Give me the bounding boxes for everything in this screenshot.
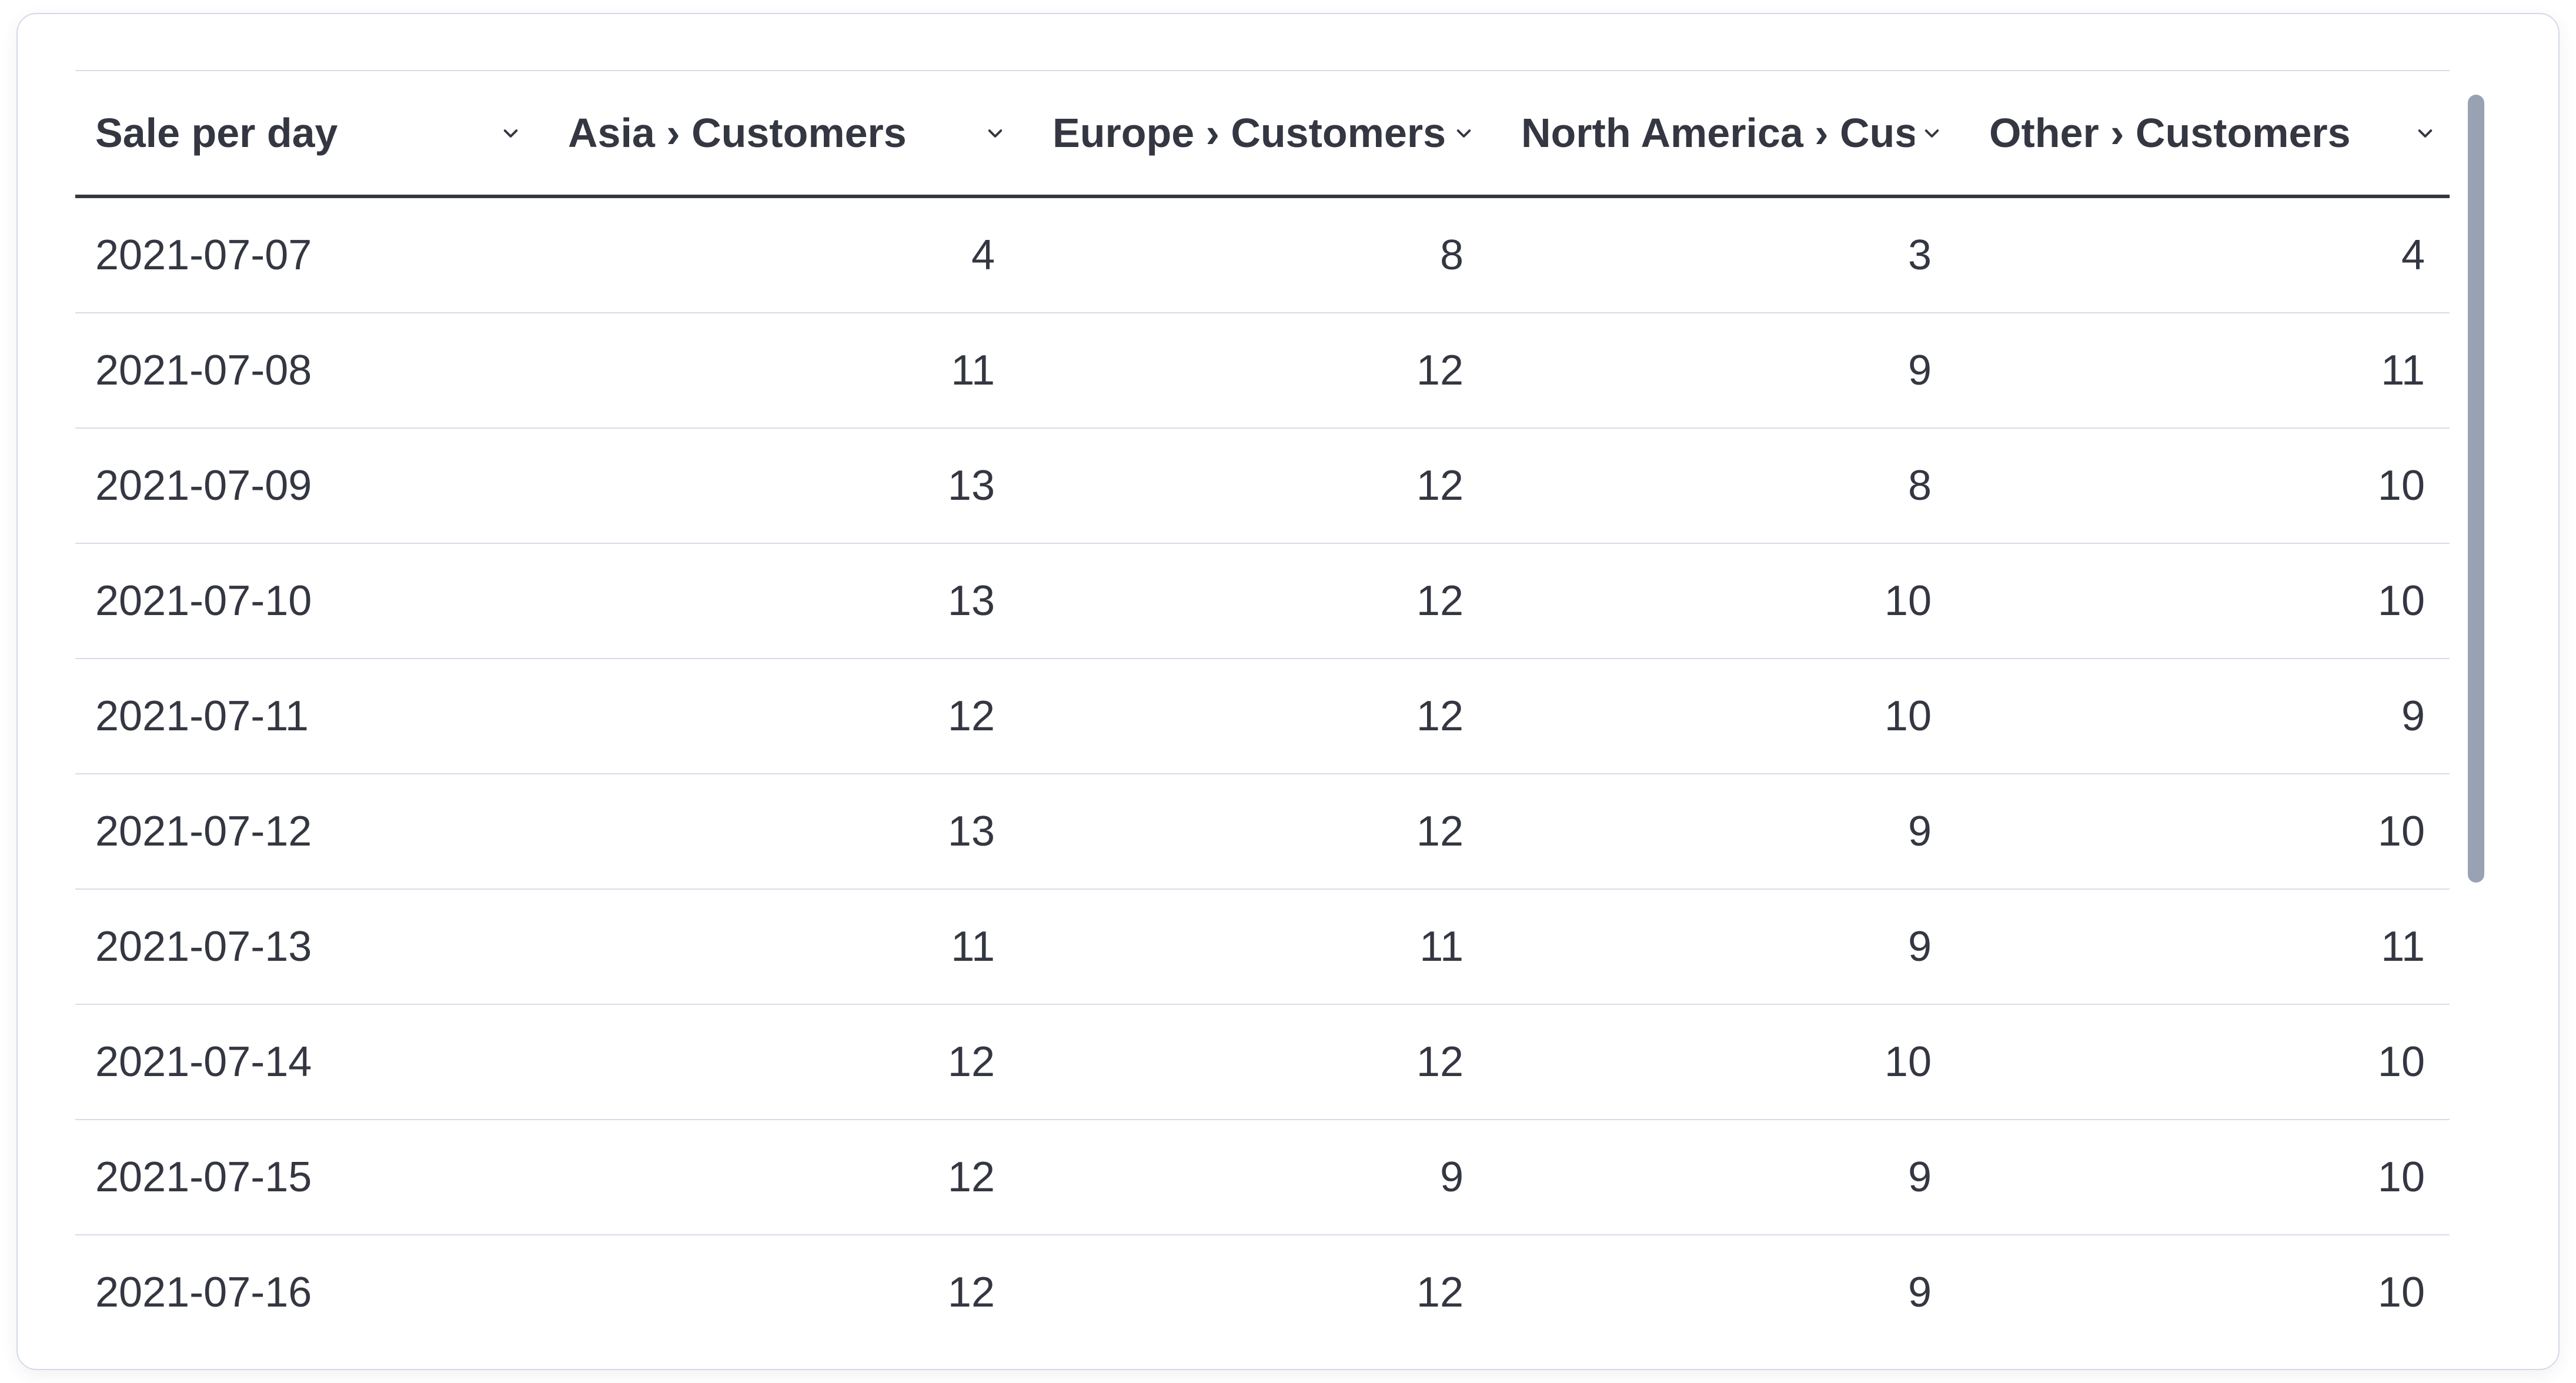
column-header-0[interactable]: Sale per day [75, 71, 535, 195]
value-cell: 13 [947, 577, 995, 624]
value-cell: 12 [947, 1154, 995, 1201]
value-cell: 12 [1416, 577, 1464, 624]
value-cell: 10 [2377, 462, 2425, 509]
row-date-cell: 2021-07-16 [95, 1269, 312, 1315]
value-cell: 12 [1416, 1038, 1464, 1085]
table-row: 2021-07-16 12 12 9 10 [75, 1235, 2450, 1315]
row-date-cell: 2021-07-09 [95, 462, 312, 509]
value-cell: 12 [947, 1038, 995, 1085]
column-header-2[interactable]: Europe › Customers [1020, 71, 1488, 195]
chevron-down-icon[interactable] [1446, 122, 1475, 145]
value-cell: 9 [1907, 1269, 1932, 1315]
value-cell: 12 [1416, 1269, 1464, 1315]
value-cell: 10 [2377, 1269, 2425, 1315]
chevron-down-icon[interactable] [493, 122, 522, 145]
row-date-cell: 2021-07-11 [95, 693, 309, 740]
table-row: 2021-07-09 13 12 8 10 [75, 429, 2450, 544]
value-cell: 12 [1416, 462, 1464, 509]
value-cell: 11 [951, 923, 995, 970]
value-cell: 9 [1907, 808, 1932, 855]
value-cell: 9 [2401, 693, 2425, 740]
value-cell: 11 [1419, 923, 1464, 970]
table-row: 2021-07-14 12 12 10 10 [75, 1005, 2450, 1120]
column-header-label: North America › Customers [1521, 110, 1915, 156]
value-cell: 4 [2401, 232, 2425, 279]
value-cell: 13 [947, 808, 995, 855]
value-cell: 13 [947, 462, 995, 509]
row-date-cell: 2021-07-08 [95, 347, 312, 394]
value-cell: 9 [1907, 347, 1932, 394]
row-date-cell: 2021-07-14 [95, 1038, 312, 1085]
value-cell: 8 [1907, 462, 1932, 509]
value-cell: 3 [1907, 232, 1932, 279]
value-cell: 4 [971, 232, 995, 279]
value-cell: 10 [2377, 808, 2425, 855]
value-cell: 12 [1416, 693, 1464, 740]
value-cell: 10 [1884, 693, 1932, 740]
column-header-label: Asia › Customers [568, 110, 907, 156]
table-row: 2021-07-10 13 12 10 10 [75, 544, 2450, 659]
table-row: 2021-07-13 11 11 9 11 [75, 890, 2450, 1005]
column-header-1[interactable]: Asia › Customers [535, 71, 1020, 195]
value-cell: 10 [2377, 1154, 2425, 1201]
value-cell: 10 [2377, 577, 2425, 624]
value-cell: 11 [2381, 923, 2425, 970]
row-date-cell: 2021-07-13 [95, 923, 312, 970]
value-cell: 8 [1439, 232, 1464, 279]
table-row: 2021-07-11 12 12 10 9 [75, 659, 2450, 774]
chevron-down-icon[interactable] [1915, 122, 1943, 145]
value-cell: 10 [2377, 1038, 2425, 1085]
chevron-down-icon[interactable] [978, 122, 1007, 145]
data-table: Sale per day Asia › Customers Europe › Cus… [75, 70, 2450, 1315]
data-table-panel: Sale per day Asia › Customers Europe › Cus… [16, 13, 2560, 1370]
table-row: 2021-07-15 12 9 9 10 [75, 1120, 2450, 1235]
column-header-label: Other › Customers [1989, 110, 2351, 156]
value-cell: 9 [1907, 1154, 1932, 1201]
value-cell: 12 [947, 1269, 995, 1315]
value-cell: 9 [1439, 1154, 1464, 1201]
column-header-label: Sale per day [95, 110, 338, 156]
value-cell: 9 [1907, 923, 1932, 970]
row-date-cell: 2021-07-10 [95, 577, 312, 624]
value-cell: 12 [1416, 347, 1464, 394]
row-date-cell: 2021-07-07 [95, 232, 312, 279]
chevron-down-icon[interactable] [2408, 122, 2437, 145]
table-row: 2021-07-08 11 12 9 11 [75, 313, 2450, 429]
table-body: 2021-07-07 4 8 3 4 2021-07-08 11 12 9 11 2021-07-0… [75, 198, 2450, 1315]
value-cell: 10 [1884, 577, 1932, 624]
value-cell: 12 [947, 693, 995, 740]
value-cell: 12 [1416, 808, 1464, 855]
row-date-cell: 2021-07-12 [95, 808, 312, 855]
column-header-4[interactable]: Other › Customers [1956, 71, 2450, 195]
value-cell: 11 [951, 347, 995, 394]
row-date-cell: 2021-07-15 [95, 1154, 312, 1201]
table-row: 2021-07-07 4 8 3 4 [75, 198, 2450, 313]
vertical-scrollbar[interactable] [2468, 70, 2484, 1315]
scrollbar-thumb[interactable] [2468, 95, 2484, 883]
value-cell: 11 [2381, 347, 2425, 394]
table-row: 2021-07-12 13 12 9 10 [75, 774, 2450, 890]
value-cell: 10 [1884, 1038, 1932, 1085]
column-header-3[interactable]: North America › Customers [1488, 71, 1956, 195]
table-header-row: Sale per day Asia › Customers Europe › Cus… [75, 70, 2450, 198]
column-header-label: Europe › Customers [1053, 110, 1446, 156]
